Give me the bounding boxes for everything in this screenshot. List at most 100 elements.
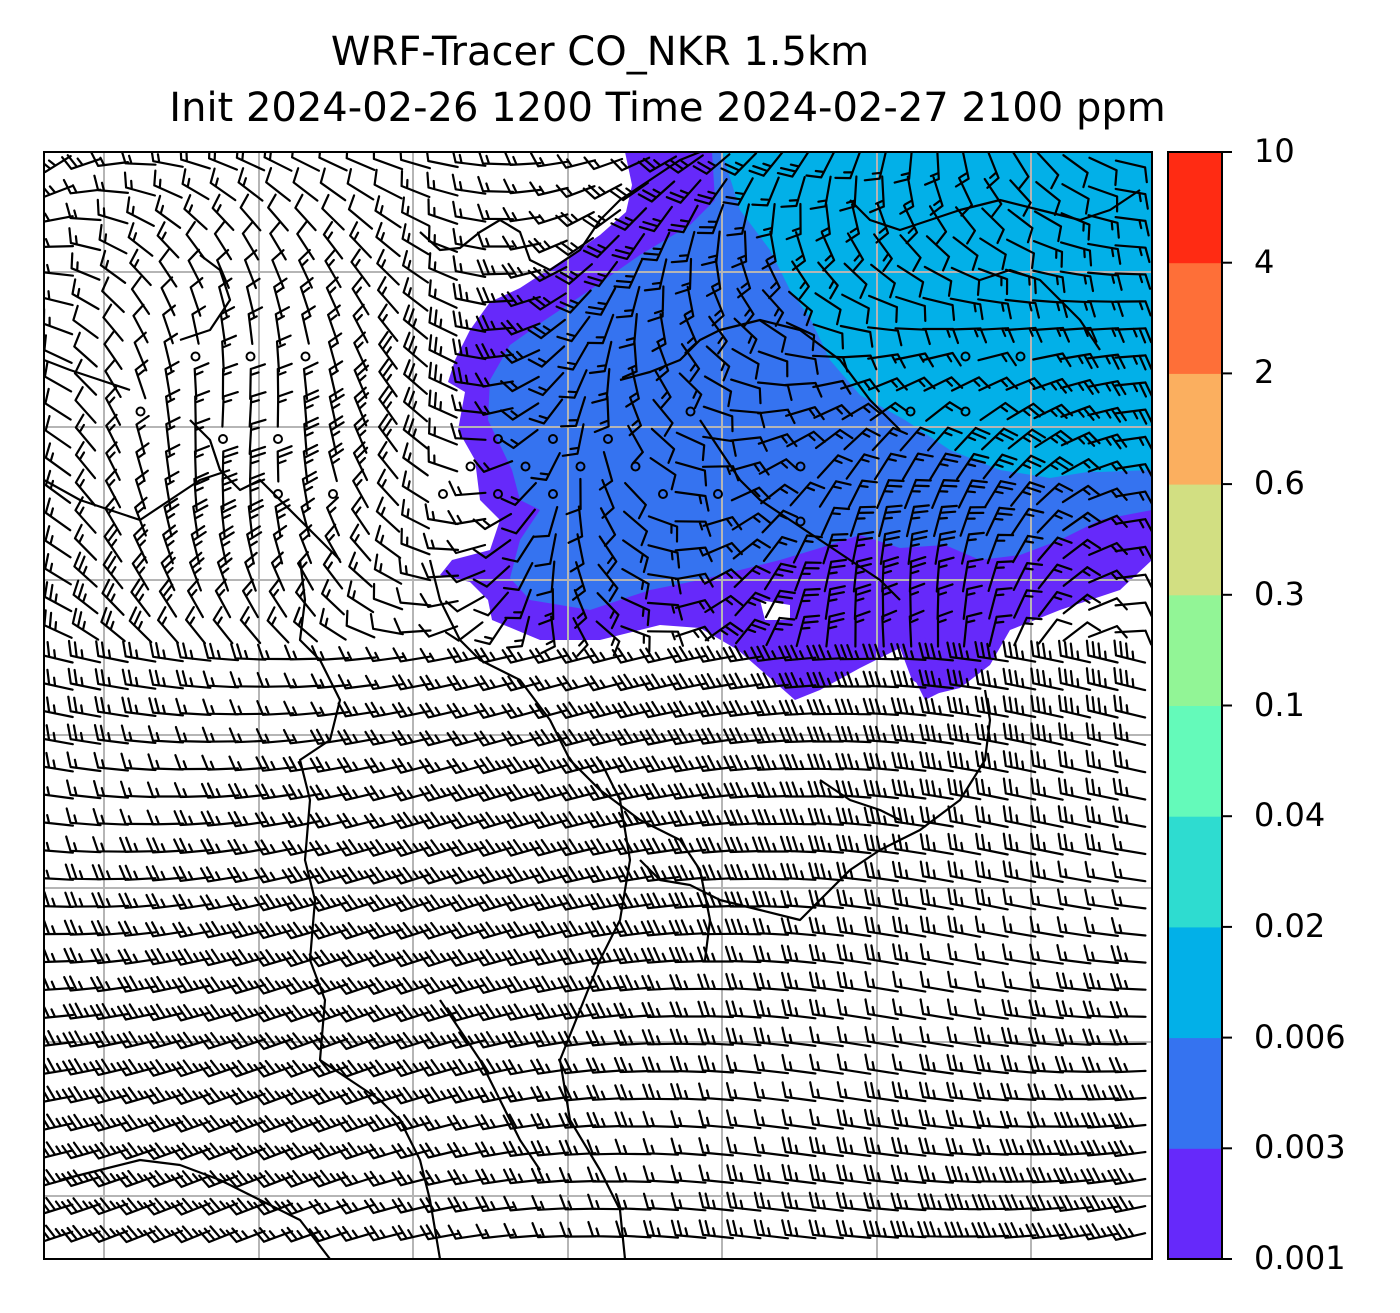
wind-barb xyxy=(265,167,291,202)
wind-barb xyxy=(668,837,707,855)
wind-barb xyxy=(527,318,566,340)
wind-barb xyxy=(1062,593,1101,615)
wind-barb xyxy=(1112,833,1147,856)
wind-barb xyxy=(221,391,239,428)
wind-barb xyxy=(280,1059,321,1078)
wind-barb xyxy=(134,496,148,537)
wind-barb xyxy=(973,1026,1009,1047)
wind-barb xyxy=(225,1142,266,1161)
wind-barb xyxy=(280,1087,321,1106)
wind-barb xyxy=(1013,589,1043,619)
wind-barb xyxy=(936,583,954,621)
wind-barb xyxy=(758,458,799,475)
wind-barb xyxy=(613,1029,652,1046)
wind-barb xyxy=(93,751,129,772)
wind-barb xyxy=(170,1197,211,1216)
wind-barb xyxy=(868,294,898,324)
wind-barb xyxy=(398,557,432,582)
wind-barb xyxy=(612,838,652,856)
wind-barb xyxy=(1036,509,1073,534)
wind-barb xyxy=(502,1140,542,1157)
wind-barb xyxy=(529,811,569,829)
wind-barb xyxy=(726,203,750,237)
wind-barb xyxy=(473,921,514,940)
wind-barb xyxy=(44,1113,74,1131)
wind-barb xyxy=(202,698,240,716)
wind-barb xyxy=(504,588,532,620)
wind-barb xyxy=(1062,621,1101,642)
wind-barb xyxy=(44,581,73,613)
wind-barb xyxy=(144,1003,184,1022)
wind-barb xyxy=(529,975,569,993)
wind-barb xyxy=(731,230,748,269)
wind-barb xyxy=(919,778,954,800)
wind-barb xyxy=(190,525,207,565)
wind-barb xyxy=(308,1199,349,1215)
wind-barb xyxy=(778,672,817,689)
wind-barb xyxy=(621,340,638,379)
wind-barb xyxy=(669,1001,707,1018)
wind-barb xyxy=(835,725,872,744)
wind-barb xyxy=(280,1199,321,1216)
wind-barb xyxy=(473,811,514,830)
wind-barb xyxy=(674,490,710,512)
wind-barb xyxy=(584,647,624,664)
wind-barb xyxy=(446,949,486,967)
wind-barb xyxy=(1113,667,1147,692)
wind-barb xyxy=(104,386,122,426)
wind-barb xyxy=(172,865,212,882)
wind-barb xyxy=(979,401,1019,422)
wind-barb xyxy=(694,673,734,691)
wind-barb xyxy=(303,389,320,428)
wind-barb xyxy=(61,1113,102,1132)
wind-barb xyxy=(812,323,844,350)
colorbar-swatch xyxy=(1168,262,1222,374)
wind-barb xyxy=(873,233,893,272)
wind-barb xyxy=(229,671,267,688)
wind-barb xyxy=(640,837,679,855)
wind-barb xyxy=(253,1032,294,1050)
wind-barb xyxy=(974,998,1009,1020)
wind-barb xyxy=(61,1141,101,1160)
wind-barb xyxy=(561,423,585,457)
wind-barb xyxy=(947,887,982,911)
wind-barb xyxy=(902,204,919,245)
wind-barb xyxy=(1085,805,1119,829)
wind-barb xyxy=(391,949,431,968)
wind-barb xyxy=(74,386,97,424)
wind-barb xyxy=(528,371,565,397)
wind-barb xyxy=(825,612,846,648)
wind-barb xyxy=(72,304,99,339)
wind-barb xyxy=(957,479,988,509)
wind-barb xyxy=(960,531,985,565)
wind-barb xyxy=(1062,538,1101,560)
wind-barb xyxy=(873,452,907,481)
wind-barb xyxy=(130,578,151,617)
wind-barb xyxy=(501,893,542,912)
wind-barb xyxy=(281,949,321,968)
wind-barb xyxy=(391,811,431,830)
wind-barb xyxy=(641,1029,680,1046)
wind-barb xyxy=(586,1084,625,1101)
wind-barb xyxy=(502,1059,542,1076)
wind-barb xyxy=(907,529,928,565)
wind-barb xyxy=(808,889,844,910)
wind-barb xyxy=(445,595,485,613)
wind-barb xyxy=(751,809,790,826)
wind-barb xyxy=(94,668,129,691)
wind-barb xyxy=(890,697,927,717)
wind-barb xyxy=(933,504,958,538)
wind-barb xyxy=(270,551,286,592)
wind-barb xyxy=(418,894,459,913)
wind-barb xyxy=(301,470,318,510)
wind-barb xyxy=(263,152,293,172)
wind-barb xyxy=(173,837,212,854)
wind-barb xyxy=(786,430,826,448)
colorbar-tick-label: 0.6 xyxy=(1254,464,1305,503)
wind-barb xyxy=(1057,860,1092,883)
wind-barb xyxy=(336,922,376,940)
wind-barb xyxy=(402,304,429,340)
wind-barb xyxy=(765,616,796,647)
wind-barb xyxy=(92,836,130,853)
wind-barb xyxy=(372,152,404,171)
